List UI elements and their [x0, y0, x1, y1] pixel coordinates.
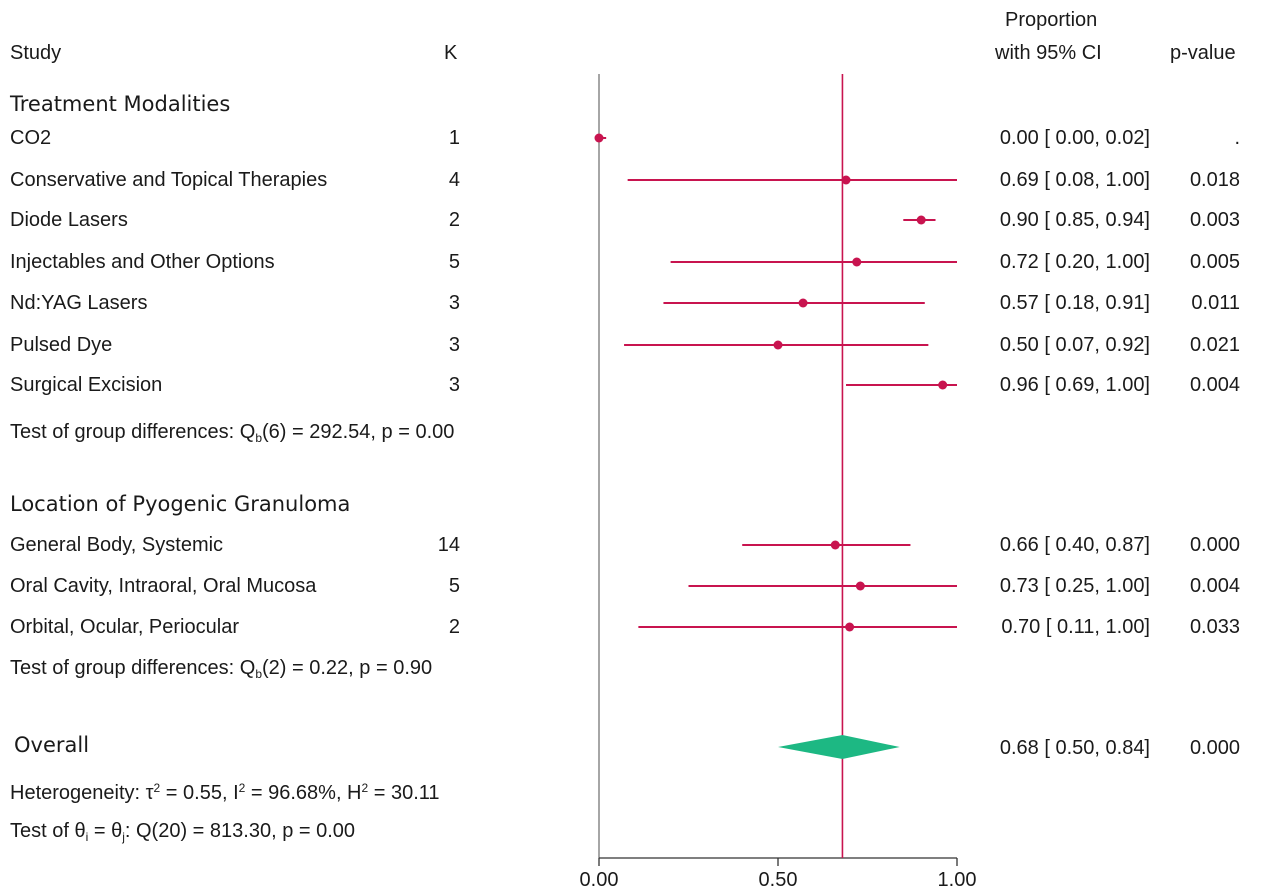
study-k: 5 — [448, 575, 460, 597]
overall-diamond — [778, 735, 900, 759]
header-proportion-line2: with 95% CI — [995, 42, 1102, 64]
study-k: 5 — [448, 251, 460, 273]
group-test-text: Test of group differences: Qb(6) = 292.5… — [10, 421, 455, 445]
overall-pvalue: 0.000 — [1189, 737, 1240, 759]
study-pvalue: 0.004 — [1189, 374, 1240, 396]
study-label: General Body, Systemic — [10, 534, 224, 556]
study-ci-text: 0.70 [ 0.11, 1.00] — [1001, 616, 1150, 638]
overall-title: Overall — [14, 733, 90, 757]
study-k: 4 — [448, 169, 460, 191]
study-pvalue: 0.003 — [1189, 209, 1240, 231]
study-pvalue: . — [1234, 127, 1240, 149]
study-pvalue: 0.011 — [1191, 292, 1240, 314]
group-title: Treatment Modalities — [10, 92, 231, 116]
study-pvalue: 0.005 — [1189, 251, 1240, 273]
study-ci-text: 0.57 [ 0.18, 0.91] — [999, 292, 1150, 314]
study-k: 3 — [448, 374, 460, 396]
x-tick-label: 1.00 — [938, 869, 977, 889]
x-tick-label: 0.50 — [759, 869, 798, 889]
study-pvalue: 0.018 — [1189, 169, 1240, 191]
study-label: Surgical Excision — [10, 374, 163, 396]
point-estimate — [938, 380, 948, 390]
study-k: 2 — [448, 616, 460, 638]
theta-test-text: Test of θi = θj: Q(20) = 813.30, p = 0.0… — [10, 820, 356, 844]
heterogeneity-text: Heterogeneity: τ2 = 0.55, I2 = 96.68%, H… — [10, 781, 440, 804]
study-label: Orbital, Ocular, Periocular — [10, 616, 239, 638]
point-estimate — [841, 175, 851, 185]
header-k: K — [444, 42, 458, 64]
point-estimate — [855, 581, 865, 591]
point-estimate — [594, 133, 604, 143]
header-study: Study — [10, 42, 62, 64]
study-label: Oral Cavity, Intraoral, Oral Mucosa — [10, 575, 317, 597]
study-k: 14 — [437, 534, 460, 556]
study-ci-text: 0.96 [ 0.69, 1.00] — [999, 374, 1150, 396]
study-pvalue: 0.004 — [1189, 575, 1240, 597]
point-estimate — [845, 622, 855, 632]
study-k: 2 — [448, 209, 460, 231]
study-k: 1 — [448, 127, 460, 149]
point-estimate — [830, 540, 840, 550]
point-estimate — [798, 298, 808, 308]
study-ci-text: 0.50 [ 0.07, 0.92] — [999, 334, 1150, 356]
study-label: Diode Lasers — [10, 209, 128, 231]
study-ci-text: 0.72 [ 0.20, 1.00] — [999, 251, 1150, 273]
study-ci-text: 0.66 [ 0.40, 0.87] — [999, 534, 1150, 556]
study-ci-text: 0.90 [ 0.85, 0.94] — [999, 209, 1150, 231]
point-estimate — [916, 215, 926, 225]
overall-ci-text: 0.68 [ 0.50, 0.84] — [999, 737, 1150, 759]
study-ci-text: 0.73 [ 0.25, 1.00] — [999, 575, 1150, 597]
study-pvalue: 0.000 — [1189, 534, 1240, 556]
study-pvalue: 0.021 — [1189, 334, 1240, 356]
study-ci-text: 0.00 [ 0.00, 0.02] — [999, 127, 1150, 149]
study-label: Conservative and Topical Therapies — [10, 169, 328, 191]
header-pvalue: p-value — [1170, 42, 1236, 64]
x-tick-label: 0.00 — [580, 869, 619, 889]
point-estimate — [852, 257, 862, 267]
study-label: Injectables and Other Options — [10, 251, 275, 273]
study-ci-text: 0.69 [ 0.08, 1.00] — [999, 169, 1150, 191]
group-title: Location of Pyogenic Granuloma — [10, 492, 351, 516]
study-pvalue: 0.033 — [1189, 616, 1240, 638]
study-k: 3 — [448, 334, 460, 356]
group-test-text: Test of group differences: Qb(2) = 0.22,… — [10, 657, 433, 681]
study-label: CO2 — [10, 127, 52, 149]
header-proportion-line1: Proportion — [1005, 9, 1098, 31]
study-label: Nd:YAG Lasers — [10, 292, 148, 314]
study-k: 3 — [448, 292, 460, 314]
study-label: Pulsed Dye — [10, 334, 113, 356]
point-estimate — [773, 340, 783, 350]
